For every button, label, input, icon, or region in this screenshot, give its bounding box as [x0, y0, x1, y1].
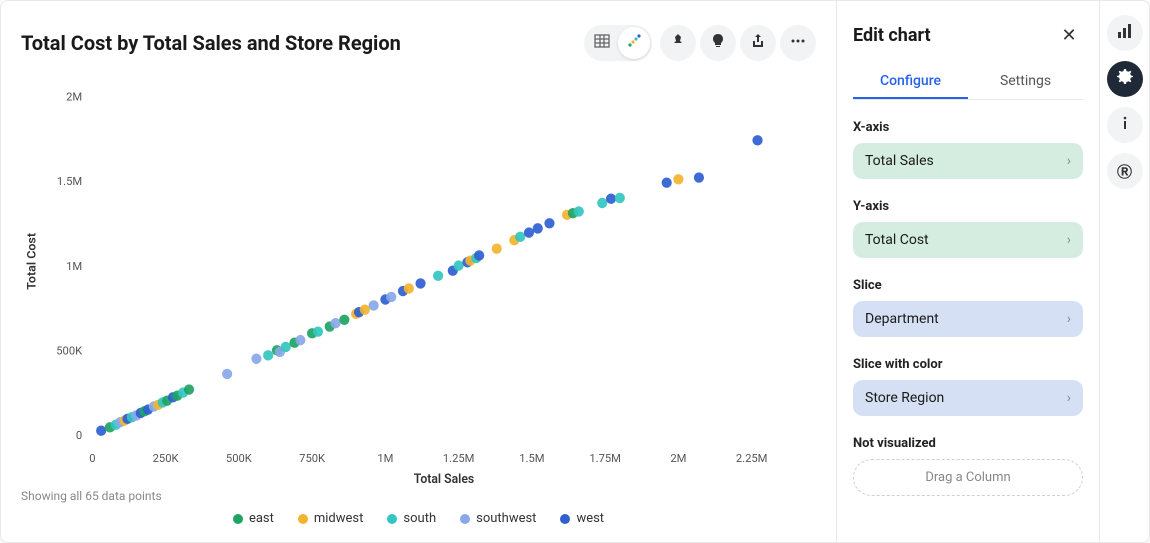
x-axis-field[interactable]: Total Sales ›	[853, 143, 1083, 179]
legend-item-south[interactable]: south	[387, 511, 436, 526]
svg-text:1.75M: 1.75M	[589, 451, 621, 465]
chevron-right-icon: ›	[1067, 232, 1071, 248]
legend: east midwest south southwest west	[21, 511, 816, 526]
slice-color-value: Store Region	[865, 390, 944, 406]
slice-color-label: Slice with color	[853, 357, 1083, 372]
table-icon	[594, 33, 610, 53]
legend-dot-icon	[560, 514, 570, 524]
svg-text:500K: 500K	[56, 343, 83, 357]
panel-tabs: Configure Settings	[853, 65, 1083, 100]
legend-label: south	[403, 511, 436, 526]
gear-icon	[1116, 68, 1134, 90]
svg-text:250K: 250K	[153, 451, 180, 465]
table-view-button[interactable]	[586, 27, 618, 59]
rail-settings-button[interactable]	[1107, 61, 1143, 97]
slice-field[interactable]: Department ›	[853, 301, 1083, 337]
x-axis-label: X-axis	[853, 120, 1083, 135]
svg-text:1.5M: 1.5M	[519, 451, 544, 465]
svg-text:1.5M: 1.5M	[57, 174, 82, 188]
close-panel-button[interactable]: ✕	[1055, 21, 1083, 49]
legend-item-midwest[interactable]: midwest	[298, 511, 364, 526]
chart-toolbar	[584, 25, 816, 61]
slice-color-field[interactable]: Store Region ›	[853, 380, 1083, 416]
bulb-icon	[710, 33, 726, 53]
chevron-right-icon: ›	[1067, 311, 1071, 327]
view-toggle	[584, 25, 652, 61]
legend-dot-icon	[460, 514, 470, 524]
edit-chart-panel: Edit chart ✕ Configure Settings X-axis T…	[836, 1, 1099, 542]
slice-label: Slice	[853, 278, 1083, 293]
chevron-right-icon: ›	[1067, 153, 1071, 169]
r-icon: Ⓡ	[1117, 161, 1132, 182]
share-icon	[750, 33, 766, 53]
data-point-count: Showing all 65 data points	[21, 489, 816, 503]
svg-text:500K: 500K	[226, 451, 253, 465]
legend-item-west[interactable]: west	[560, 511, 604, 526]
legend-label: midwest	[314, 511, 364, 526]
info-icon	[1116, 114, 1134, 136]
more-button[interactable]	[780, 25, 816, 61]
slice-value: Department	[865, 311, 939, 327]
svg-text:2M: 2M	[670, 451, 686, 465]
rail-info-button[interactable]	[1107, 107, 1143, 143]
share-button[interactable]	[740, 25, 776, 61]
tab-configure[interactable]: Configure	[853, 65, 968, 99]
svg-text:1.25M: 1.25M	[443, 451, 475, 465]
bar-chart-icon	[1116, 22, 1134, 44]
right-rail: Ⓡ	[1099, 1, 1149, 542]
svg-text:1M: 1M	[377, 451, 393, 465]
close-icon: ✕	[1061, 25, 1076, 46]
dots-icon	[790, 33, 806, 53]
tab-settings[interactable]: Settings	[968, 65, 1083, 99]
svg-text:0: 0	[76, 428, 82, 442]
rail-chart-button[interactable]	[1107, 15, 1143, 51]
chart-view-button[interactable]	[618, 27, 650, 59]
panel-title: Edit chart	[853, 25, 931, 46]
y-axis-field[interactable]: Total Cost ›	[853, 222, 1083, 258]
svg-text:0: 0	[89, 451, 95, 465]
pin-icon	[670, 33, 686, 53]
chart-title: Total Cost by Total Sales and Store Regi…	[21, 31, 401, 55]
legend-label: east	[249, 511, 274, 526]
legend-dot-icon	[298, 514, 308, 524]
legend-label: west	[576, 511, 604, 526]
legend-item-southwest[interactable]: southwest	[460, 511, 536, 526]
legend-label: southwest	[476, 511, 536, 526]
legend-item-east[interactable]: east	[233, 511, 274, 526]
rail-r-button[interactable]: Ⓡ	[1107, 153, 1143, 189]
svg-text:2.25M: 2.25M	[736, 451, 768, 465]
drop-column-zone[interactable]: Drag a Column	[853, 459, 1083, 496]
svg-text:750K: 750K	[299, 451, 326, 465]
not-visualized-label: Not visualized	[853, 436, 1083, 451]
x-axis-value: Total Sales	[865, 153, 934, 169]
scatter-chart-icon	[626, 33, 642, 53]
pin-button[interactable]	[660, 25, 696, 61]
svg-text:2M: 2M	[66, 89, 82, 103]
scatter-chart: 0 500K 1M 1.5M 2M 0 250K 500K 750K 1M 1.25M 1.5M 1.7…	[21, 69, 816, 485]
chevron-right-icon: ›	[1067, 390, 1071, 406]
legend-dot-icon	[387, 514, 397, 524]
legend-dot-icon	[233, 514, 243, 524]
svg-text:Total Cost: Total Cost	[25, 233, 39, 290]
insight-button[interactable]	[700, 25, 736, 61]
svg-text:1M: 1M	[66, 259, 82, 273]
svg-text:Total Sales: Total Sales	[414, 473, 474, 485]
y-axis-label: Y-axis	[853, 199, 1083, 214]
y-axis-value: Total Cost	[865, 232, 929, 248]
